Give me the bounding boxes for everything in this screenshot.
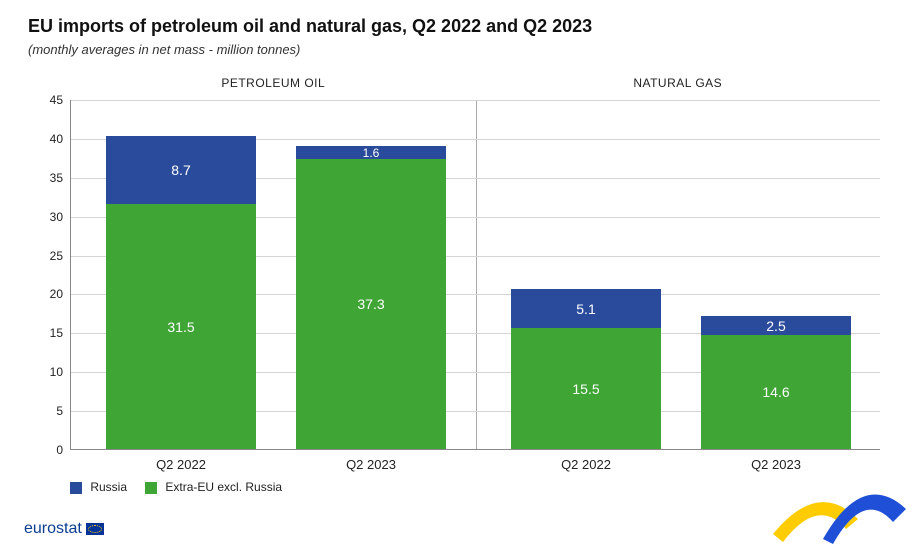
legend-item-extra-eu: Extra-EU excl. Russia xyxy=(145,480,282,494)
y-tick-label: 30 xyxy=(50,210,63,224)
panel-divider xyxy=(476,100,477,449)
brand-text: eurostat xyxy=(24,520,82,538)
x-category-label: Q2 2022 xyxy=(106,457,256,472)
legend-label-extra-eu: Extra-EU excl. Russia xyxy=(165,480,282,494)
x-category-label: Q2 2023 xyxy=(701,457,851,472)
bar-group: 14.62.5 xyxy=(701,316,851,449)
panel-title-gas: NATURAL GAS xyxy=(476,76,881,90)
bar-segment-russia: 8.7 xyxy=(106,136,256,204)
y-tick-label: 35 xyxy=(50,171,63,185)
legend-swatch-extra-eu xyxy=(145,482,157,494)
y-tick-label: 25 xyxy=(50,249,63,263)
chart-plot-area: PETROLEUM OIL NATURAL GAS 05101520253035… xyxy=(70,100,880,450)
legend-item-russia: Russia xyxy=(70,480,127,494)
bar-group: 37.31.6 xyxy=(296,146,446,449)
chart-legend: Russia Extra-EU excl. Russia xyxy=(70,480,282,494)
y-tick-label: 0 xyxy=(56,443,63,457)
bar-group: 31.58.7 xyxy=(106,136,256,449)
legend-swatch-russia xyxy=(70,482,82,494)
y-tick-label: 20 xyxy=(50,287,63,301)
y-tick-label: 10 xyxy=(50,365,63,379)
y-tick-label: 15 xyxy=(50,326,63,340)
eu-flag-icon xyxy=(86,523,104,535)
chart-subtitle: (monthly averages in net mass - million … xyxy=(28,42,300,57)
bar-group: 15.55.1 xyxy=(511,289,661,449)
y-tick-label: 40 xyxy=(50,132,63,146)
bar-segment-russia: 5.1 xyxy=(511,289,661,329)
y-tick-label: 5 xyxy=(56,404,63,418)
bar-segment-extra-eu: 15.5 xyxy=(511,328,661,449)
bar-segment-extra-eu: 31.5 xyxy=(106,204,256,449)
gridline xyxy=(71,100,880,101)
bar-segment-extra-eu: 14.6 xyxy=(701,335,851,449)
eurostat-swoosh-icon xyxy=(768,474,908,544)
x-category-label: Q2 2022 xyxy=(511,457,661,472)
panel-title-petroleum: PETROLEUM OIL xyxy=(71,76,476,90)
bar-segment-russia: 1.6 xyxy=(296,146,446,158)
eurostat-brand: eurostat xyxy=(24,520,104,538)
legend-label-russia: Russia xyxy=(90,480,127,494)
bar-segment-russia: 2.5 xyxy=(701,316,851,335)
x-category-label: Q2 2023 xyxy=(296,457,446,472)
bar-segment-extra-eu: 37.3 xyxy=(296,159,446,449)
chart-title: EU imports of petroleum oil and natural … xyxy=(28,16,592,37)
y-tick-label: 45 xyxy=(50,93,63,107)
